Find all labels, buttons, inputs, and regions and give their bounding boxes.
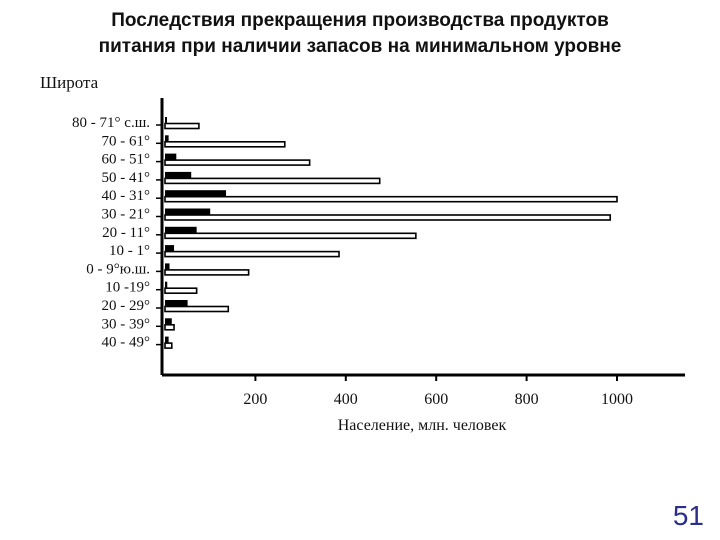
- bar-hollow: [164, 177, 381, 185]
- bar-hollow: [164, 122, 200, 130]
- slide-title: Последствия прекращения производства про…: [0, 8, 720, 60]
- bar-filled: [165, 281, 168, 288]
- x-axis-label: Население, млн. человек: [338, 417, 507, 434]
- x-tick-label: 400: [334, 391, 358, 408]
- bar-filled: [165, 208, 211, 215]
- bar-hollow: [164, 159, 311, 166]
- x-tick-label: 1000: [601, 391, 633, 408]
- category-label: 10 -19°: [105, 280, 150, 296]
- category-label: 0 - 9°ю.ш.: [86, 261, 150, 277]
- bar-filled: [165, 171, 192, 178]
- x-tick-label: 800: [515, 391, 539, 408]
- category-label: 20 - 29°: [102, 298, 151, 314]
- slide-title-line-1: Последствия прекращения производства про…: [111, 10, 609, 31]
- bar-filled: [165, 245, 175, 252]
- bar-hollow: [164, 232, 417, 240]
- bar-hollow: [164, 287, 198, 295]
- slide-title-line-2: питания при наличии запасов на минимальн…: [98, 36, 622, 57]
- bar-hollow: [164, 305, 230, 313]
- x-tick-label: 600: [424, 391, 448, 408]
- bar-hollow: [164, 323, 175, 331]
- bar-filled: [165, 300, 188, 306]
- bar-filled: [165, 135, 169, 142]
- bar-filled: [165, 117, 167, 123]
- bar-filled: [165, 153, 177, 160]
- category-label: 70 - 61°: [102, 133, 151, 149]
- bar-hollow: [164, 214, 612, 221]
- bar-filled: [165, 226, 197, 233]
- bar-filled: [165, 263, 170, 270]
- category-label: 60 - 51°: [102, 152, 151, 168]
- category-label: 30 - 39°: [102, 316, 151, 332]
- bar-filled: [165, 318, 172, 325]
- category-label: 10 - 1°: [109, 243, 150, 259]
- category-label: 40 - 49°: [102, 335, 151, 351]
- category-label: 30 - 21°: [102, 207, 151, 223]
- bar-hollow: [164, 141, 286, 148]
- y-axis-label: Широта: [40, 73, 99, 92]
- category-label: 80 - 71° с.ш.: [72, 115, 150, 131]
- category-label: 20 - 11°: [102, 225, 150, 241]
- bar-hollow: [164, 269, 250, 276]
- plot-area: 200 400 600 800 1000 80 - 71° с.ш. 70 - 61° 60 …: [72, 98, 685, 408]
- bar-hollow: [164, 195, 618, 203]
- category-label: 40 - 31°: [102, 188, 151, 204]
- page-number: 51: [672, 500, 704, 531]
- bar-hollow: [164, 342, 173, 349]
- bar-filled: [165, 336, 169, 343]
- bar-hollow: [164, 250, 340, 258]
- bar-filled: [165, 190, 227, 197]
- category-label: 50 - 41°: [102, 170, 151, 186]
- x-tick-label: 200: [243, 391, 267, 408]
